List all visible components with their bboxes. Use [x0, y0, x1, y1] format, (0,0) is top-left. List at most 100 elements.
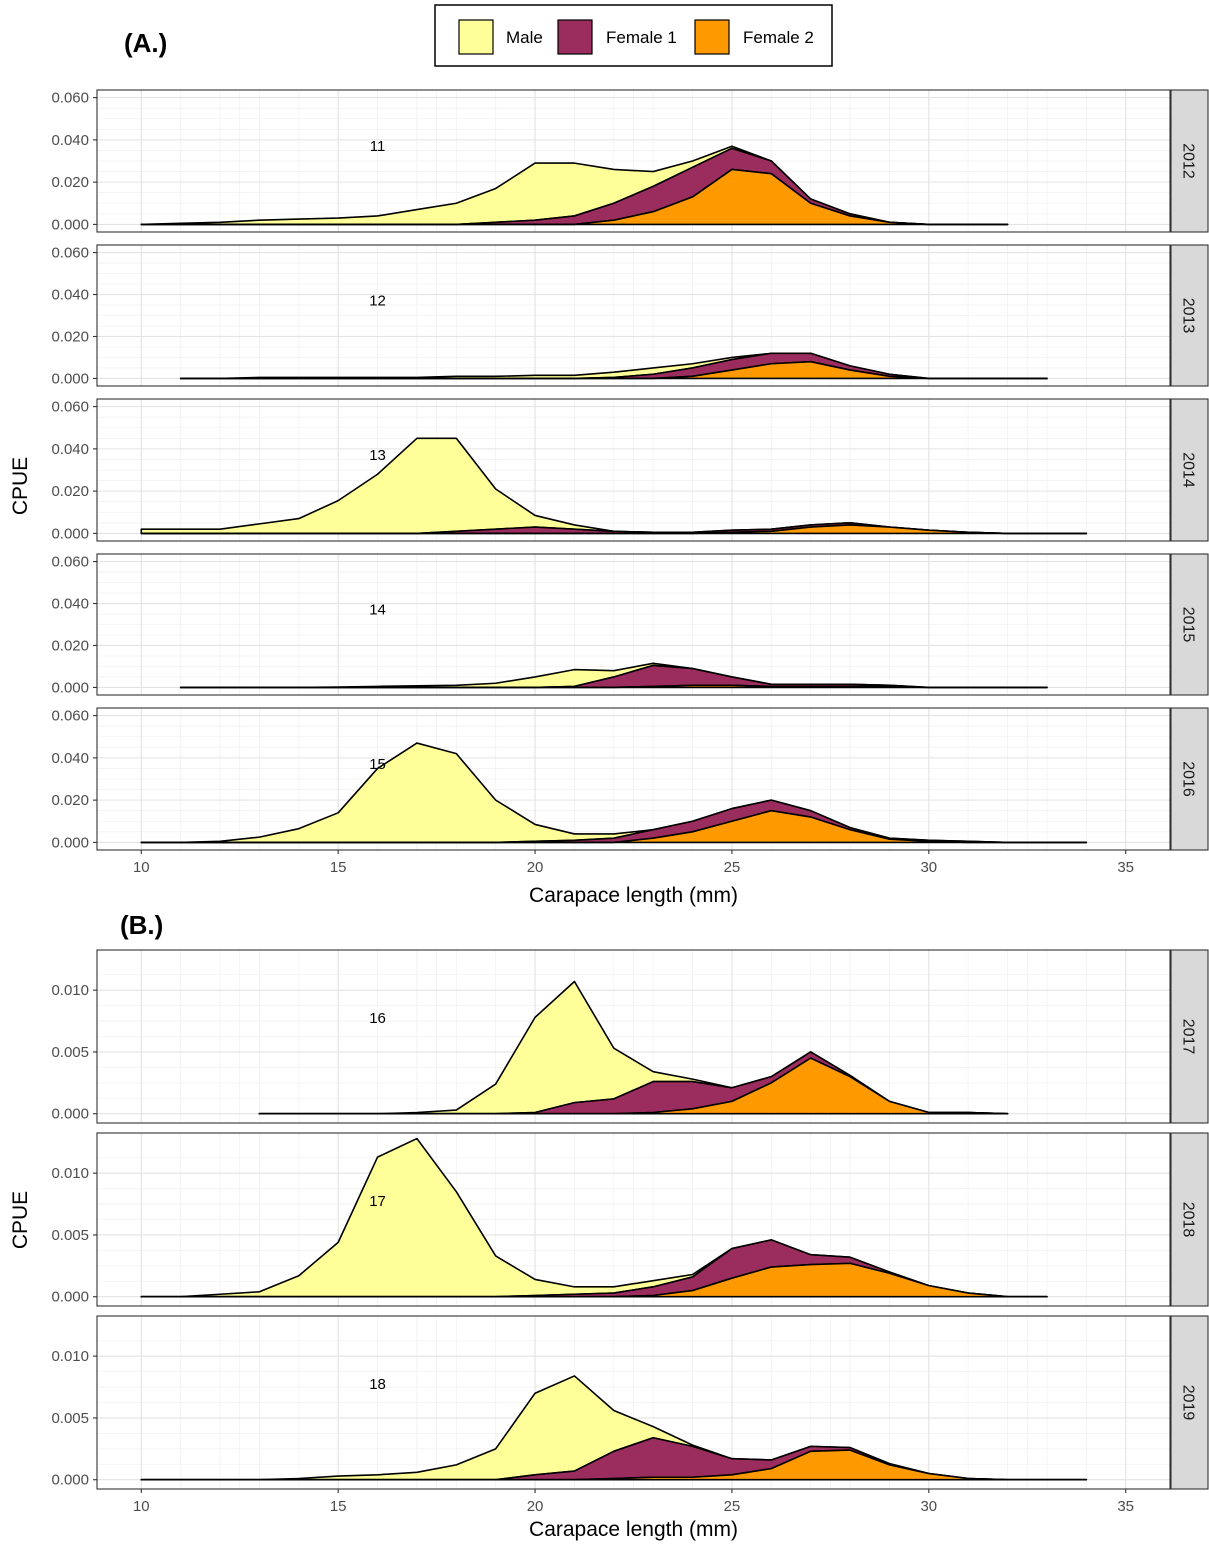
area-female-2-2017 [258, 1057, 1009, 1115]
y-axis-title: CPUE [9, 457, 32, 515]
chart-panel-a: 2012110.0000.0200.0400.0602013120.0000.0… [9, 89, 1209, 907]
facet-strip [1170, 707, 1209, 851]
facet-strip-label: 2019 [1180, 1385, 1197, 1421]
y-tick-label: 0.005 [51, 1227, 89, 1244]
area-female-2-2012 [140, 168, 1009, 226]
y-tick-label: 0.000 [51, 1106, 89, 1123]
x-axis-title: Carapace length (mm) [529, 884, 738, 907]
y-axis-title: CPUE [9, 1191, 32, 1249]
facet-number-label: 18 [369, 1376, 386, 1393]
x-tick-label: 35 [1117, 859, 1134, 876]
facet-border [96, 244, 1171, 387]
facet-2012: 2012 11 0.000 0.020 0.040 0.060 [51, 89, 1209, 233]
legend-box [434, 4, 833, 67]
y-tick-label: 0.010 [51, 1165, 89, 1182]
facet-2017: 2017 16 0.000 0.005 0.010 [51, 949, 1209, 1124]
facet-strip [1170, 553, 1209, 696]
facet-2018: 2018 17 0.000 0.005 0.010 [51, 1132, 1209, 1307]
legend-label-female-2: Female 2 [743, 28, 814, 47]
facet-strip [1170, 1132, 1209, 1307]
facet-border [96, 1315, 1171, 1490]
y-tick-label: 0.060 [51, 245, 89, 262]
x-tick-label: 35 [1117, 1498, 1134, 1515]
facet-strip-label: 2017 [1180, 1019, 1197, 1055]
x-axis-title: Carapace length (mm) [529, 1518, 738, 1541]
facet-number-label: 15 [369, 756, 386, 773]
facet-2014: 2014 13 0.000 0.020 0.040 0.060 [51, 398, 1209, 542]
panel-a-label: (A.) [124, 28, 167, 58]
y-tick-label: 0.000 [51, 216, 89, 233]
facet-strip-label: 2013 [1180, 298, 1197, 334]
y-tick-label: 0.040 [51, 132, 89, 149]
facet-number-label: 16 [369, 1010, 386, 1027]
y-tick-label: 0.020 [51, 483, 89, 500]
y-tick-label: 0.020 [51, 174, 89, 191]
y-tick-label: 0.005 [51, 1410, 89, 1427]
y-tick-label: 0.000 [51, 679, 89, 696]
facet-strip [1170, 244, 1209, 387]
y-tick-label: 0.020 [51, 792, 89, 809]
facet-strip-label: 2012 [1180, 143, 1197, 179]
facet-2013: 2013 12 0.000 0.020 0.040 0.060 [51, 244, 1209, 387]
legend-label-female-1: Female 1 [606, 28, 677, 47]
y-tick-label: 0.000 [51, 370, 89, 387]
area-female-2-2013 [179, 360, 1048, 380]
area-female-2-2019 [140, 1449, 1088, 1481]
facet-strip [1170, 949, 1209, 1124]
x-tick-label: 25 [724, 859, 741, 876]
panel-b-label: (B.) [120, 910, 163, 940]
y-tick-label: 0.010 [51, 982, 89, 999]
facet-strip [1170, 89, 1209, 233]
y-tick-label: 0.000 [51, 525, 89, 542]
y-tick-label: 0.000 [51, 1472, 89, 1489]
y-tick-label: 0.000 [51, 1289, 89, 1306]
x-tick-label: 15 [330, 1498, 347, 1515]
area-female-2-2018 [140, 1262, 1048, 1298]
facet-border [96, 89, 1171, 233]
x-tick-label: 15 [330, 859, 347, 876]
facet-number-label: 13 [369, 447, 386, 464]
x-tick-label: 20 [527, 1498, 544, 1515]
y-tick-label: 0.020 [51, 328, 89, 345]
area-female-2-2016 [140, 809, 1088, 844]
facet-number-label: 12 [369, 292, 386, 309]
facet-border [96, 398, 1171, 542]
facet-number-label: 14 [369, 601, 386, 618]
y-tick-label: 0.040 [51, 287, 89, 304]
x-tick-label: 10 [133, 859, 150, 876]
area-female-2-2015 [179, 684, 1048, 689]
legend-label-male: Male [506, 28, 543, 47]
legend-key-female-2 [694, 19, 730, 55]
facet-number-label: 17 [369, 1193, 386, 1210]
facet-strip-label: 2014 [1180, 452, 1197, 488]
facet-number-label: 11 [370, 138, 386, 155]
facet-border [96, 1132, 1171, 1307]
chart-panel-b: 2017160.0000.0050.0102018170.0000.0050.0… [9, 949, 1209, 1541]
legend-key-female-1 [557, 19, 593, 55]
facet-border [96, 949, 1171, 1124]
facet-strip [1170, 398, 1209, 542]
y-tick-label: 0.060 [51, 90, 89, 107]
y-tick-label: 0.060 [51, 399, 89, 416]
x-tick-label: 10 [133, 1498, 150, 1515]
facet-strip [1170, 1315, 1209, 1490]
x-tick-label: 20 [527, 859, 544, 876]
y-tick-label: 0.005 [51, 1044, 89, 1061]
x-tick-label: 30 [920, 859, 937, 876]
facet-strip-label: 2018 [1180, 1202, 1197, 1238]
y-tick-label: 0.040 [51, 596, 89, 613]
facet-border [96, 553, 1171, 696]
x-tick-label: 25 [724, 1498, 741, 1515]
x-tick-label: 30 [920, 1498, 937, 1515]
y-tick-label: 0.000 [51, 834, 89, 851]
y-tick-label: 0.040 [51, 750, 89, 767]
y-tick-label: 0.060 [51, 554, 89, 571]
facet-strip-label: 2015 [1180, 607, 1197, 643]
legend-key-male [458, 19, 494, 55]
facet-2019: 2019 18 0.000 0.005 0.010 10 15 20 25 30 35 [51, 1315, 1209, 1515]
y-tick-label: 0.060 [51, 708, 89, 725]
legend: Male Female 1 Female 2 [434, 4, 833, 67]
facet-2016: 2016 15 0.000 0.020 0.040 0.060 10 15 20 25 30 35 [51, 707, 1209, 876]
y-tick-label: 0.020 [51, 637, 89, 654]
